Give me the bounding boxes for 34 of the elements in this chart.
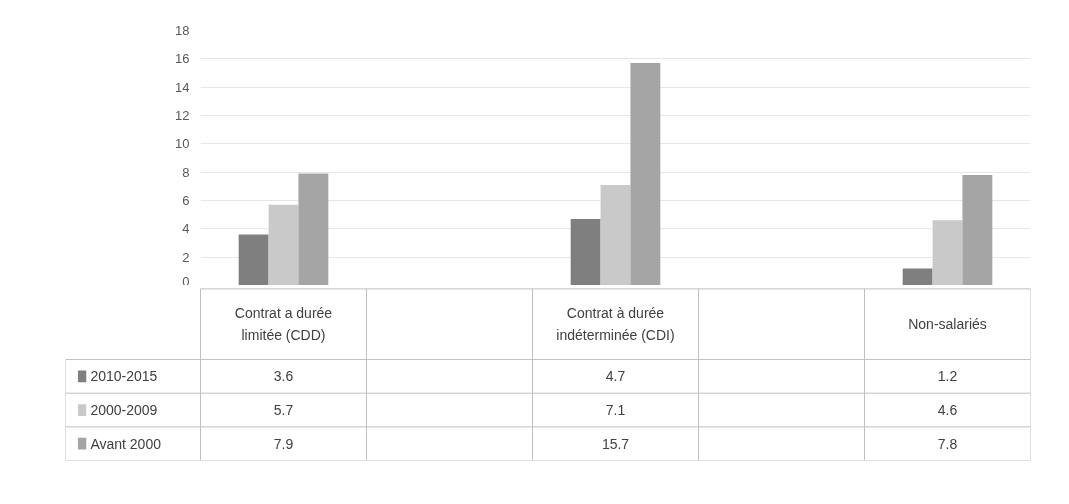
y-tick-label: 12 [175,108,190,123]
data-label: 7.1 [605,402,626,419]
bar [932,220,963,285]
y-tick-label: 4 [182,221,190,237]
y-tick-label: 10 [175,136,190,152]
legend-label: Avant 2000 [90,435,162,452]
data-label: 7.9 [273,435,294,452]
legend-label: 2010-2015 [90,368,158,385]
x-tick-label: Contrat a durée limitée (CDD) [234,305,333,344]
x-tick-label: Non-salariés [908,316,987,333]
bar [600,184,631,285]
y-tick-label: 14 [175,79,190,95]
y-tick-label: 2 [182,249,190,265]
data-label: 15.7 [601,435,630,452]
bar [298,173,329,285]
data-label: 3.6 [273,368,294,385]
legend-label: 2000-2009 [90,402,158,419]
bar [268,204,299,285]
data-label: 4.6 [937,402,958,419]
y-tick-label: 8 [182,164,190,180]
x-tick-label: Contrat à durée indéterminée (CDI) [556,305,675,344]
data-label: 5.7 [273,402,294,419]
data-label: 1.2 [937,368,958,385]
y-tick-label: 6 [182,193,190,208]
bar [630,63,661,285]
data-label: 4.7 [605,368,626,385]
y-tick-label: 0 [182,273,190,289]
y-tick-label: 18 [175,23,190,38]
bar [902,268,933,285]
bar [962,175,993,285]
data-label: 7.8 [937,435,958,452]
bar [570,218,601,285]
y-tick-label: 16 [175,51,190,67]
bar [238,234,269,285]
